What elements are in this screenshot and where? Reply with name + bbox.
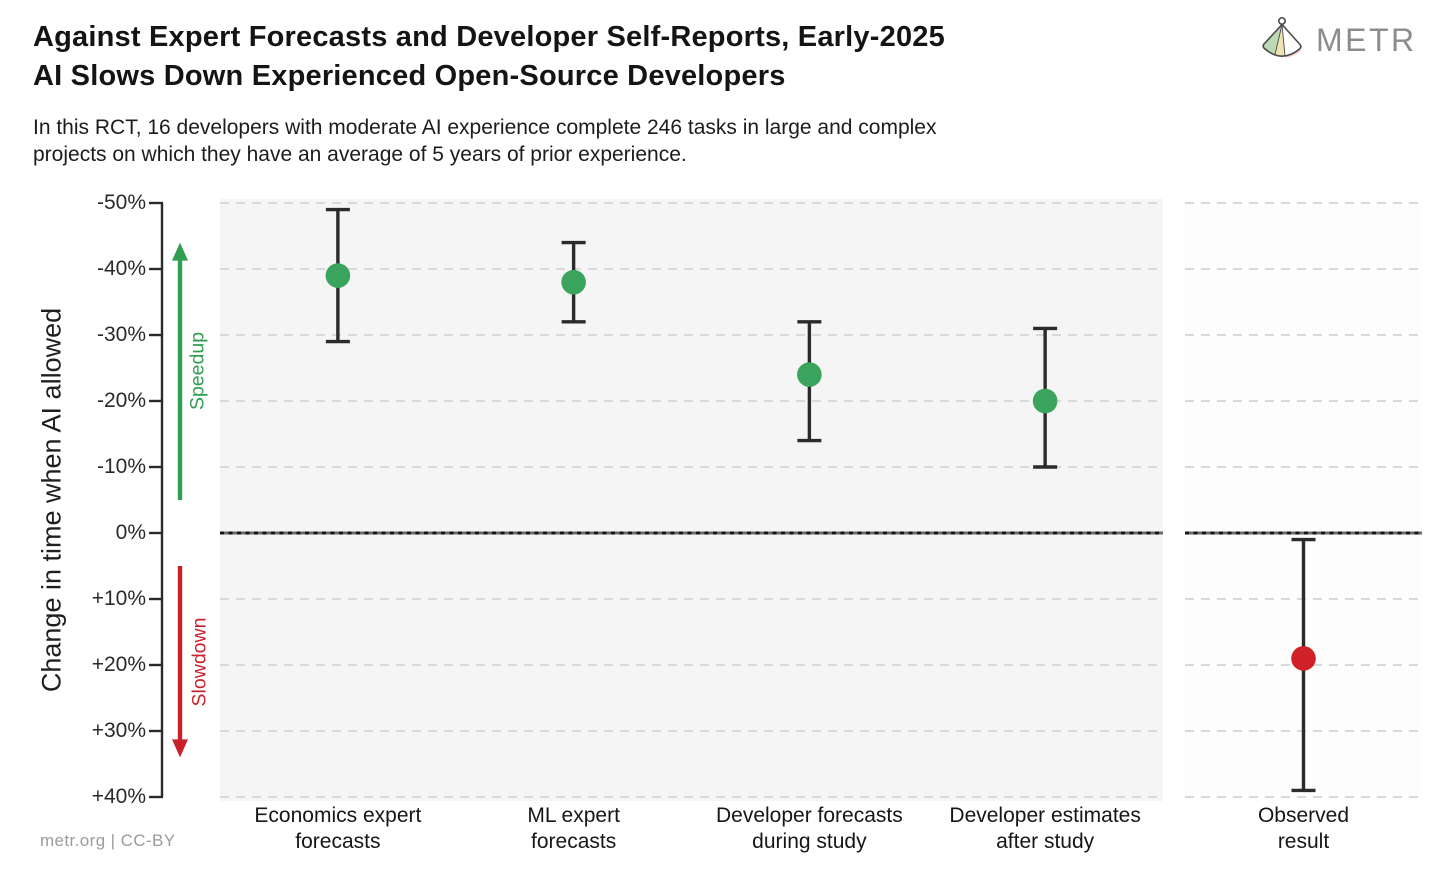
data-point-developer-estimates-after-study bbox=[1032, 388, 1058, 414]
y-axis-title: Change in time when AI allowed bbox=[36, 307, 67, 693]
data-point-developer-forecasts-during-study bbox=[797, 362, 822, 387]
category-label-line: Observed bbox=[1257, 804, 1350, 827]
category-label-ml-expert-forecasts: ML expert forecasts bbox=[424, 803, 724, 855]
category-label-line: result bbox=[1277, 830, 1330, 853]
title-line-1: Against Expert Forecasts and Developer S… bbox=[33, 21, 945, 53]
category-label-line: after study bbox=[996, 830, 1095, 853]
slowdown-arrow-head bbox=[172, 739, 188, 758]
category-label-economics-expert-forecasts: Economics expert forecasts bbox=[188, 803, 488, 855]
category-label-developer-forecasts-during-study: Developer forecasts during study bbox=[659, 803, 959, 855]
category-label-line: Economics expert bbox=[254, 804, 422, 827]
y-tick-label--30-: +30% bbox=[91, 719, 146, 742]
y-tick-label--10-: -10% bbox=[96, 455, 146, 478]
subtitle-line-2: projects on which they have an average o… bbox=[33, 143, 687, 166]
chart-subtitle: In this RCT, 16 developers with moderate… bbox=[33, 114, 936, 168]
y-tick-label--20-: +20% bbox=[91, 653, 146, 676]
y-tick-label--30-: -30% bbox=[96, 323, 146, 346]
speedup-annotation-label: Speedup bbox=[186, 332, 209, 411]
page-title: Against Expert Forecasts and Developer S… bbox=[33, 18, 945, 96]
y-tick-label--50-: -50% bbox=[96, 191, 146, 214]
category-label-line: ML expert bbox=[527, 804, 620, 827]
metr-fan-icon bbox=[1258, 16, 1306, 65]
y-tick-label--10-: +10% bbox=[91, 587, 146, 610]
slowdown-annotation-label: Slowdown bbox=[188, 617, 211, 707]
main-panel bbox=[220, 199, 1163, 801]
metr-logo-text: METR bbox=[1316, 22, 1417, 58]
speedup-arrow-head bbox=[172, 242, 188, 261]
y-tick-label--40-: +40% bbox=[91, 785, 146, 808]
y-tick-label--20-: -20% bbox=[96, 389, 146, 412]
category-label-developer-estimates-after-study: Developer estimates after study bbox=[895, 803, 1195, 855]
data-point-observed-result bbox=[1291, 646, 1316, 671]
y-tick-label--40-: -40% bbox=[96, 257, 146, 280]
title-line-2: AI Slows Down Experienced Open-Source De… bbox=[33, 60, 786, 92]
data-point-ml-expert-forecasts bbox=[561, 269, 586, 295]
category-label-line: forecasts bbox=[295, 830, 381, 853]
category-label-line: forecasts bbox=[531, 830, 617, 853]
metr-logo: METR bbox=[1258, 16, 1417, 65]
y-tick-label-0-: 0% bbox=[115, 521, 146, 544]
data-point-economics-expert-forecasts bbox=[325, 263, 351, 288]
category-label-observed-result: Observed result bbox=[1154, 803, 1454, 855]
category-label-line: Developer estimates bbox=[949, 804, 1141, 827]
attribution-footer: metr.org | CC-BY bbox=[40, 831, 176, 850]
category-label-line: during study bbox=[752, 830, 867, 853]
subtitle-line-1: In this RCT, 16 developers with moderate… bbox=[33, 116, 937, 139]
category-label-line: Developer forecasts bbox=[715, 804, 903, 827]
